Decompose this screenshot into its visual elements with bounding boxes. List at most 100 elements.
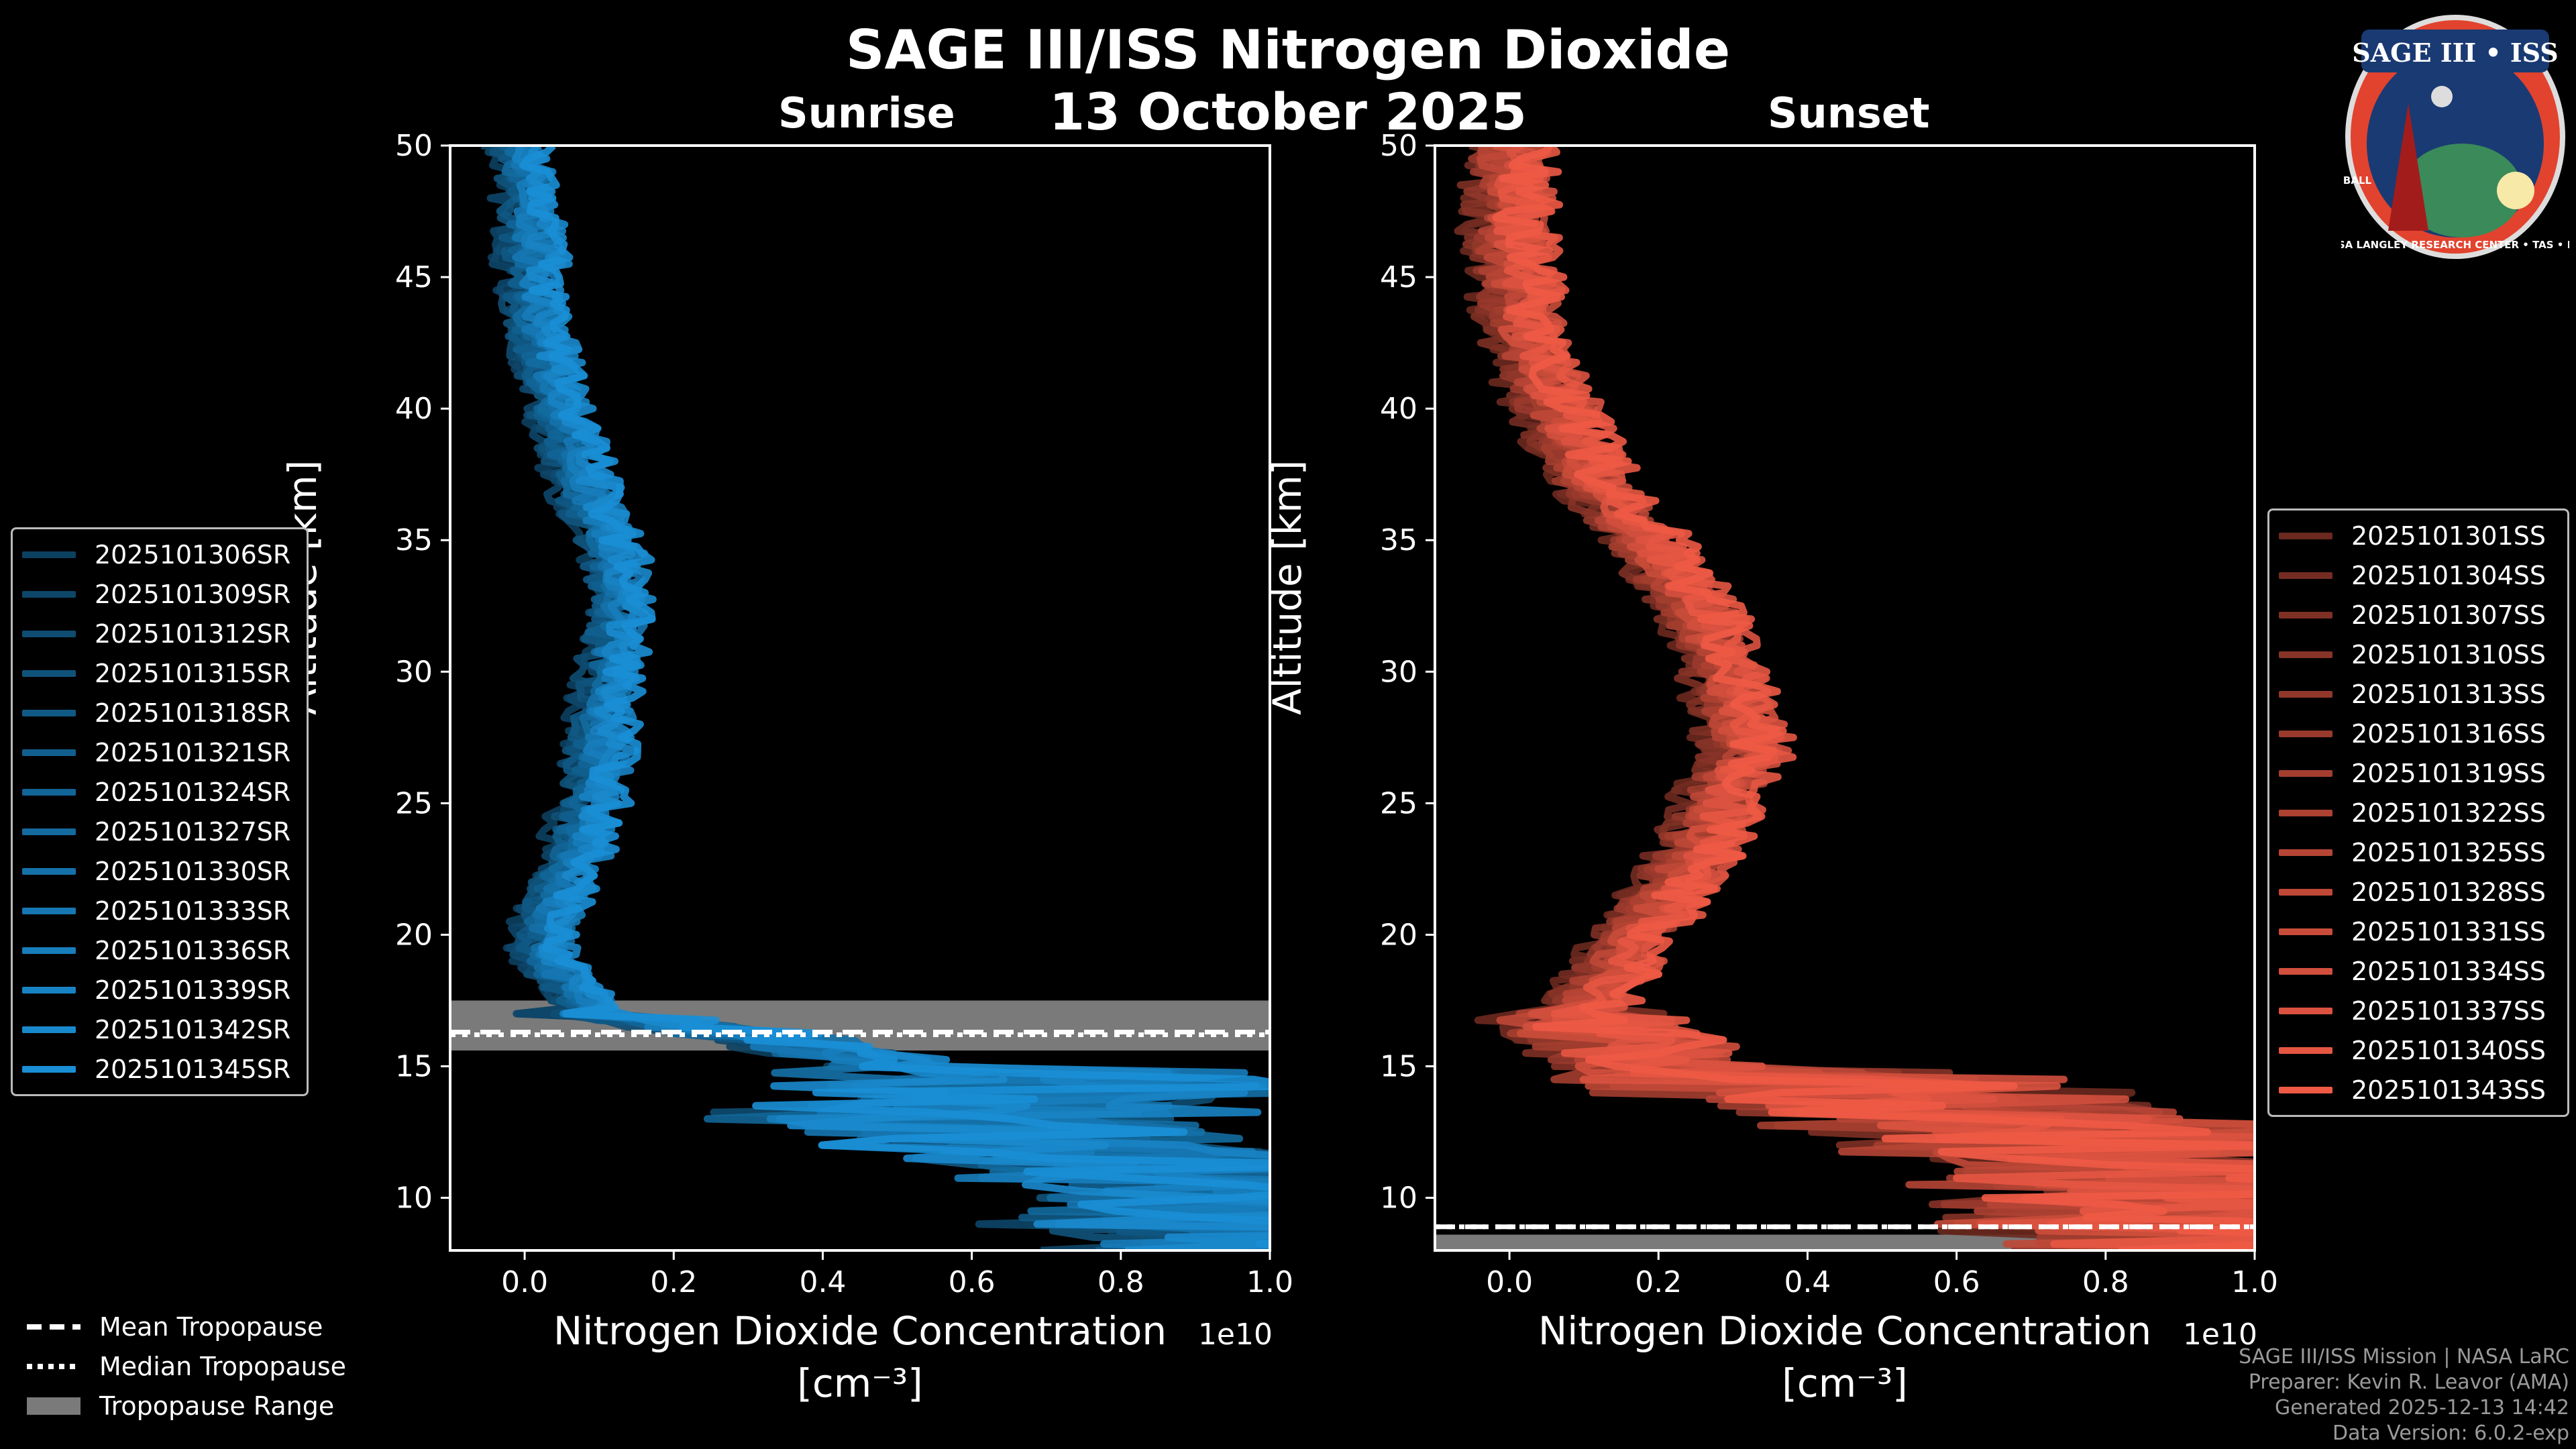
sunset-panel-title: Sunset — [1768, 89, 1930, 138]
legend-label: 2025101321SR — [95, 737, 291, 767]
legend-entry: 2025101334SS — [2279, 951, 2558, 991]
legend-entry: 2025101327SR — [22, 812, 297, 851]
y-tick-label: 20 — [395, 918, 433, 952]
legend-label: 2025101342SR — [95, 1014, 291, 1044]
legend-swatch — [22, 867, 76, 875]
y-tick-label: 10 — [1380, 1181, 1417, 1216]
x-tick-label: 1.0 — [2231, 1265, 2278, 1299]
plot-area — [1435, 146, 2255, 1250]
legend-label: 2025101318SR — [95, 698, 291, 728]
legend-entry: 2025101313SS — [2279, 674, 2558, 714]
sunset-legend: 2025101301SS 2025101304SS 2025101307SS 2025… — [2267, 508, 2569, 1117]
x-tick-label: 0.0 — [1486, 1265, 1533, 1299]
legend-entry: 2025101337SS — [2279, 991, 2558, 1030]
legend-label: 2025101315SR — [95, 658, 291, 688]
legend-label: 2025101312SR — [95, 619, 291, 649]
legend-swatch — [2279, 1007, 2332, 1014]
legend-label: 2025101339SR — [95, 975, 291, 1005]
y-tick-label: 30 — [1380, 655, 1417, 689]
footer-line: Generated 2025-12-13 14:42 — [2274, 1396, 2569, 1419]
y-tick-label: 45 — [1380, 260, 1417, 294]
x-tick-label: 0.6 — [1933, 1265, 1980, 1299]
plot-frame — [1434, 144, 2256, 1252]
x-tick-label: 0.4 — [1784, 1265, 1831, 1299]
legend-swatch — [22, 986, 76, 994]
legend-label: 2025101316SS — [2351, 718, 2546, 749]
mean-tropopause-entry: Mean Tropopause — [27, 1307, 346, 1346]
legend-swatch — [2279, 730, 2332, 737]
legend-entry: 2025101315SR — [22, 653, 297, 693]
legend-label: 2025101334SS — [2351, 956, 2546, 986]
legend-swatch — [2279, 1086, 2332, 1093]
legend-label: 2025101307SS — [2351, 600, 2546, 630]
legend-entry: 2025101331SS — [2279, 912, 2558, 951]
figure-title: SAGE III/ISS Nitrogen Dioxide — [845, 19, 1731, 81]
dotted-line-icon — [27, 1363, 80, 1369]
badge-title: SAGE III • ISS — [2352, 38, 2558, 68]
legend-swatch — [22, 630, 76, 637]
y-tick-label: 50 — [1380, 129, 1417, 163]
y-axis-label: Altitude [km] — [1265, 460, 1310, 715]
badge-earth — [2402, 144, 2522, 237]
legend-entry: 2025101336SR — [22, 930, 297, 970]
x-tick-label: 0.2 — [1635, 1265, 1682, 1299]
x-scale-factor: 1e10 — [2183, 1318, 2257, 1352]
plot-frame — [449, 144, 1271, 1252]
legend-label: 2025101336SR — [95, 935, 291, 965]
profile-line-2025101330SR — [511, 146, 1270, 1236]
tropopause-range-entry: Tropopause Range — [27, 1386, 346, 1426]
legend-label: 2025101327SR — [95, 816, 291, 847]
legend-entry: 2025101345SR — [22, 1049, 297, 1089]
legend-swatch — [2279, 532, 2332, 539]
profile-line-2025101345SR — [520, 146, 1270, 1248]
legend-label: 2025101309SR — [95, 579, 291, 609]
legend-label: 2025101340SS — [2351, 1035, 2546, 1065]
y-tick-label: 45 — [395, 260, 433, 294]
legend-entry: 2025101328SS — [2279, 872, 2558, 912]
legend-label: 2025101331SS — [2351, 916, 2546, 947]
legend-swatch — [2279, 849, 2332, 856]
legend-label: 2025101310SS — [2351, 639, 2546, 669]
legend-entry: 2025101304SS — [2279, 555, 2558, 595]
legend-entry: 2025101318SR — [22, 693, 297, 733]
y-tick-label: 15 — [1380, 1050, 1417, 1084]
sage-mission-badge: SAGE III • ISS NASA LANGLEY RESEARCH CEN… — [2341, 15, 2569, 259]
legend-entry: 2025101321SR — [22, 733, 297, 772]
legend-swatch — [22, 551, 76, 558]
legend-label: 2025101324SR — [95, 777, 291, 807]
x-tick-label: 0.8 — [2082, 1265, 2129, 1299]
tropopause-range-label: Tropopause Range — [99, 1391, 335, 1421]
badge-header — [2361, 30, 2549, 72]
footer-line: Data Version: 6.0.2-exp — [2332, 1421, 2569, 1445]
plot-area — [450, 146, 1270, 1250]
legend-entry: 2025101309SR — [22, 574, 297, 614]
legend-label: 2025101304SS — [2351, 560, 2546, 590]
y-tick-label: 40 — [1380, 392, 1417, 426]
y-tick-label: 20 — [1380, 918, 1417, 952]
legend-entry: 2025101342SR — [22, 1010, 297, 1049]
range-box-icon — [27, 1397, 80, 1415]
x-tick-label: 0.4 — [799, 1265, 846, 1299]
legend-swatch — [2279, 651, 2332, 658]
figure-date: 13 October 2025 — [1049, 82, 1527, 142]
legend-entry: 2025101324SR — [22, 772, 297, 812]
legend-entry: 2025101343SS — [2279, 1070, 2558, 1110]
legend-entry: 2025101319SS — [2279, 753, 2558, 793]
legend-swatch — [2279, 611, 2332, 619]
legend-entry: 2025101312SR — [22, 614, 297, 653]
badge-sun — [2497, 172, 2534, 209]
sunrise-plot: 10 15 20 25 30 35 40 45 50 0.0 0.2 0.4 0.6 0.8 1.0 1e10… — [280, 129, 1293, 1406]
x-tick-label: 0.2 — [650, 1265, 697, 1299]
legend-swatch — [22, 709, 76, 716]
legend-label: 2025101322SS — [2351, 798, 2546, 828]
footer-line: Preparer: Kevin R. Leavor (AMA) — [2248, 1371, 2569, 1394]
legend-swatch — [2279, 769, 2332, 777]
legend-entry: 2025101310SS — [2279, 635, 2558, 674]
legend-label: 2025101313SS — [2351, 679, 2546, 709]
legend-label: 2025101325SS — [2351, 837, 2546, 867]
y-tick-label: 10 — [395, 1181, 433, 1216]
legend-swatch — [2279, 1046, 2332, 1054]
legend-label: 2025101319SS — [2351, 758, 2546, 788]
badge-figure — [2388, 103, 2428, 231]
